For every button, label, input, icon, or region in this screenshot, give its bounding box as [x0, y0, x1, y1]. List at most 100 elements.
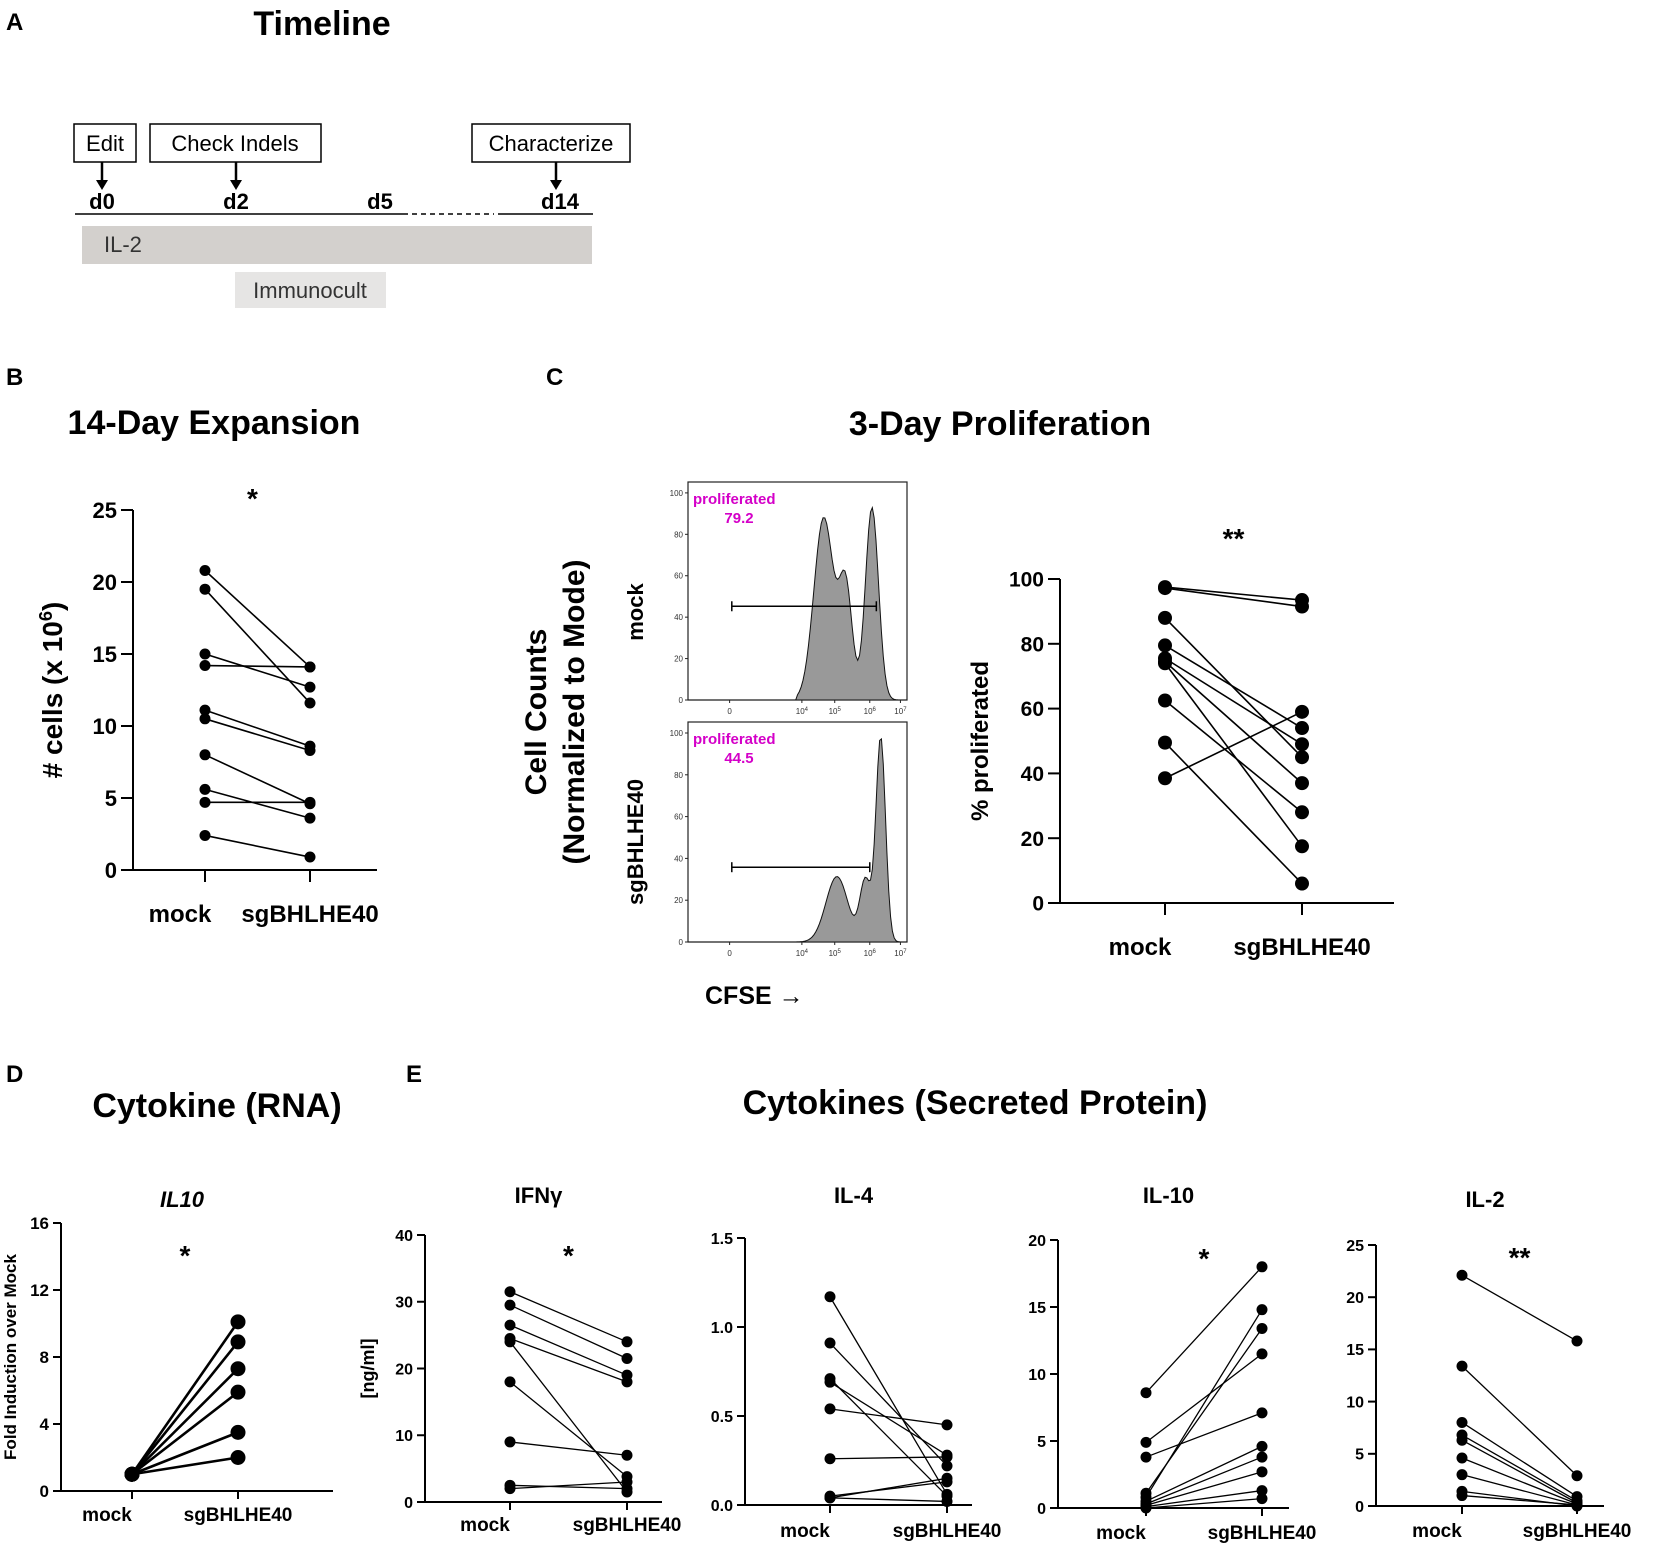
y-tick-label: 4	[40, 1415, 50, 1434]
point-mock	[1456, 1434, 1468, 1446]
pair-line	[1164, 586, 1303, 601]
point-sgbhlhe40	[1295, 737, 1309, 752]
pair-line	[829, 1477, 948, 1499]
y-tick-label: 60	[1021, 698, 1044, 721]
y-tick-label: 100	[1009, 569, 1044, 592]
pair-line	[509, 1304, 628, 1360]
y-tick-label: 0	[40, 1482, 49, 1501]
flow-ylabel: Cell Counts (Normalized to Mode)	[520, 560, 591, 865]
flow-y-tick-label: 60	[674, 572, 683, 581]
day-d14: d14	[541, 189, 580, 214]
point-mock	[1140, 1387, 1152, 1399]
flow-y-tick-label: 20	[674, 896, 683, 905]
pair-line	[1164, 662, 1303, 847]
il2-bar	[82, 226, 592, 264]
pair-line	[131, 1431, 239, 1476]
pair-line	[829, 1381, 948, 1456]
pair-line	[509, 1291, 628, 1343]
point-mock	[124, 1466, 140, 1482]
panel-label-e: E	[406, 1061, 422, 1088]
pair-line	[1164, 587, 1303, 608]
flow-sample-sgbhlhe40: sgBHLHE40	[623, 779, 648, 905]
point-mock	[199, 583, 211, 595]
panel-label-a: A	[6, 9, 23, 36]
point-mock	[1158, 581, 1172, 596]
y-tick-label: 15	[93, 642, 117, 667]
day-d0: d0	[89, 189, 115, 214]
point-mock	[1456, 1360, 1468, 1372]
pair-line	[131, 1367, 239, 1476]
pair-line	[829, 1497, 948, 1503]
point-sgbhlhe40	[230, 1424, 246, 1440]
point-mock	[1158, 638, 1172, 653]
pair-line	[1164, 742, 1303, 885]
y-tick-label: 16	[30, 1214, 49, 1233]
y-tick-label: 8	[40, 1348, 49, 1367]
point-mock	[1158, 735, 1172, 750]
pair-line	[1145, 1456, 1263, 1505]
pair-line	[1164, 644, 1303, 729]
y-tick-label: 0	[404, 1495, 413, 1512]
timeline-panel: Timeline Edit Check Indels Characterize …	[73, 5, 631, 308]
point-sgbhlhe40	[1295, 599, 1309, 614]
flow-x-tick-label: 107	[894, 949, 907, 958]
gate-value: 79.2	[724, 510, 753, 527]
point-sgbhlhe40	[304, 697, 316, 709]
flow-xlabel: CFSE →	[705, 982, 804, 1010]
category-label-sgbhlhe40: sgBHLHE40	[573, 1515, 682, 1536]
panel-label-d: D	[6, 1061, 23, 1088]
pair-line	[509, 1324, 628, 1376]
immunocult-bar-label: Immunocult	[253, 278, 367, 303]
pair-line	[829, 1378, 948, 1497]
chart-d: 0 4 8 12 16 mock sgBHLHE40 * IL10 Fold Induction …	[1, 1187, 333, 1526]
point-mock	[1158, 693, 1172, 708]
il2-bar-label: IL-2	[104, 232, 142, 257]
y-tick-label: 10	[1028, 1367, 1046, 1384]
y-tick-label: 0	[1355, 1499, 1364, 1516]
pair-line	[509, 1341, 628, 1493]
y-axis-label: # cells (x 106)	[36, 602, 68, 779]
point-mock	[1140, 1451, 1152, 1463]
y-tick-label: 0	[1032, 893, 1044, 916]
point-mock	[199, 796, 211, 808]
y-tick-label: 0	[1037, 1501, 1046, 1518]
point-sgbhlhe40	[230, 1384, 246, 1400]
pair-line	[1145, 1497, 1263, 1509]
y-tick-label: 1.0	[711, 1320, 733, 1337]
pair-line	[1164, 657, 1303, 745]
point-mock	[199, 648, 211, 660]
pair-line	[1461, 1274, 1578, 1342]
point-sgbhlhe40	[1256, 1440, 1268, 1452]
point-mock	[1456, 1490, 1468, 1502]
point-sgbhlhe40	[230, 1361, 246, 1377]
pair-line	[204, 718, 311, 752]
point-sgbhlhe40	[621, 1449, 633, 1461]
gate-label: proliferated	[693, 491, 776, 508]
pair-line	[130, 1341, 240, 1476]
point-sgbhlhe40	[1256, 1261, 1268, 1273]
pair-line	[204, 788, 311, 819]
y-tick-label: 20	[395, 1361, 413, 1378]
y-axis-label: Fold Induction over Mock	[1, 1254, 20, 1460]
category-label-sgbhlhe40: sgBHLHE40	[1523, 1521, 1632, 1542]
point-mock	[1140, 1436, 1152, 1448]
chart-c: 0 20 40 60 80 100 mock sgBHLHE40 ** % proliferate…	[967, 523, 1394, 961]
histogram-curve	[688, 737, 908, 943]
point-mock	[1456, 1269, 1468, 1281]
point-sgbhlhe40	[621, 1336, 633, 1348]
point-sgbhlhe40	[304, 681, 316, 693]
panel-label-c: C	[546, 364, 563, 391]
y-tick-label: 5	[1037, 1434, 1046, 1451]
point-sgbhlhe40	[941, 1495, 953, 1507]
y-tick-label: 25	[93, 498, 117, 523]
point-sgbhlhe40	[621, 1352, 633, 1364]
pair-line	[204, 588, 311, 704]
edit-box	[73, 123, 137, 163]
pair-line	[1164, 699, 1303, 813]
y-tick-label: 20	[1021, 828, 1044, 851]
y-tick-label: 20	[1346, 1290, 1364, 1307]
chart-subtitle: IL10	[160, 1187, 205, 1212]
category-label-mock: mock	[1109, 934, 1172, 961]
flow-x-tick-label: 107	[894, 707, 907, 716]
